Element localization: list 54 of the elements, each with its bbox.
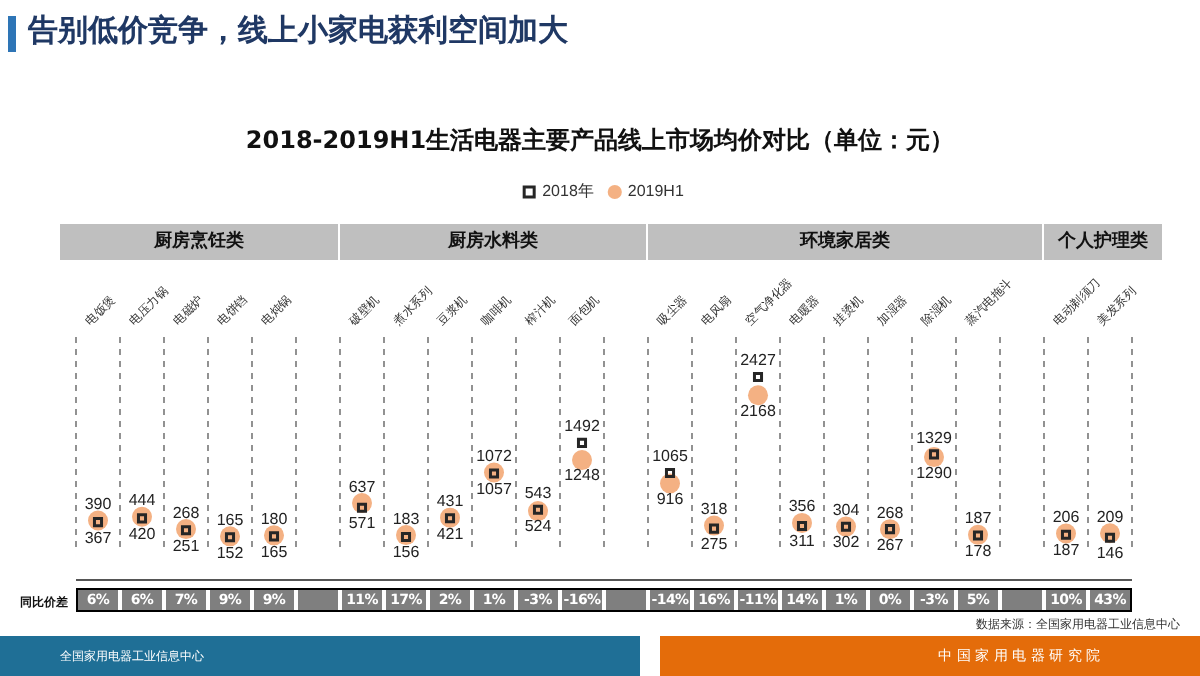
point [748, 385, 768, 406]
data-label: 304 [832, 500, 861, 519]
data-label: 152 [216, 543, 245, 562]
data-label: 275 [700, 535, 729, 554]
data-label: 209 [1096, 507, 1125, 526]
data-label: 431 [436, 492, 465, 511]
data-label: 390 [84, 494, 113, 513]
data-label: 2168 [740, 401, 777, 420]
data-label: 420 [128, 524, 157, 543]
data-label: 302 [832, 533, 861, 552]
data-label: 1290 [916, 463, 953, 482]
data-label: 146 [1096, 544, 1125, 563]
data-label: 206 [1052, 507, 1081, 526]
data-label: 524 [524, 517, 553, 536]
data-label: 444 [128, 491, 157, 510]
data-label: 543 [524, 484, 553, 503]
chart-subtitle: 2018-2019H1生活电器主要产品线上市场均价对比（单位：元） [243, 124, 957, 158]
data-label: 1072 [476, 446, 513, 465]
data-label: 637 [348, 477, 377, 496]
data-label: 156 [392, 543, 421, 562]
data-label: 421 [436, 524, 465, 543]
data-label: 1065 [652, 447, 689, 466]
data-label: 183 [392, 509, 421, 528]
data-label: 178 [964, 541, 993, 560]
data-label: 180 [260, 509, 289, 528]
data-label: 916 [656, 489, 685, 508]
data-label: 187 [964, 509, 993, 528]
data-label: 187 [1052, 541, 1081, 560]
chart-title: 告别低价竞争，线上小家电获利空间加大 [28, 12, 568, 50]
data-label: 1248 [564, 466, 601, 485]
data-label: 165 [216, 510, 245, 529]
text: 环境家居类 [648, 224, 1042, 260]
data-label: 165 [260, 542, 289, 561]
text: 个人护理类 [1044, 224, 1162, 260]
data-label: 571 [348, 514, 377, 533]
data-label: 268 [876, 503, 905, 522]
data-label: 318 [700, 500, 729, 518]
data-label: 1057 [476, 479, 513, 498]
data-label: 311 [789, 532, 816, 551]
data-label: 1329 [916, 428, 953, 447]
data-label: 268 [172, 503, 201, 522]
data-label: 367 [84, 528, 113, 547]
legend-label: 2019H1 [627, 182, 685, 201]
point [576, 437, 588, 448]
point [664, 467, 676, 478]
data-label: 2427 [740, 351, 777, 370]
text: 厨房烹饪类 [60, 224, 338, 260]
data-label: 356 [788, 497, 817, 516]
text: 厨房水料类 [340, 224, 646, 260]
data-label: 267 [876, 535, 905, 554]
legend-label: 2018年 [542, 182, 594, 201]
data-label: 251 [172, 536, 201, 555]
point [752, 371, 764, 383]
data-label: 1492 [564, 417, 601, 436]
